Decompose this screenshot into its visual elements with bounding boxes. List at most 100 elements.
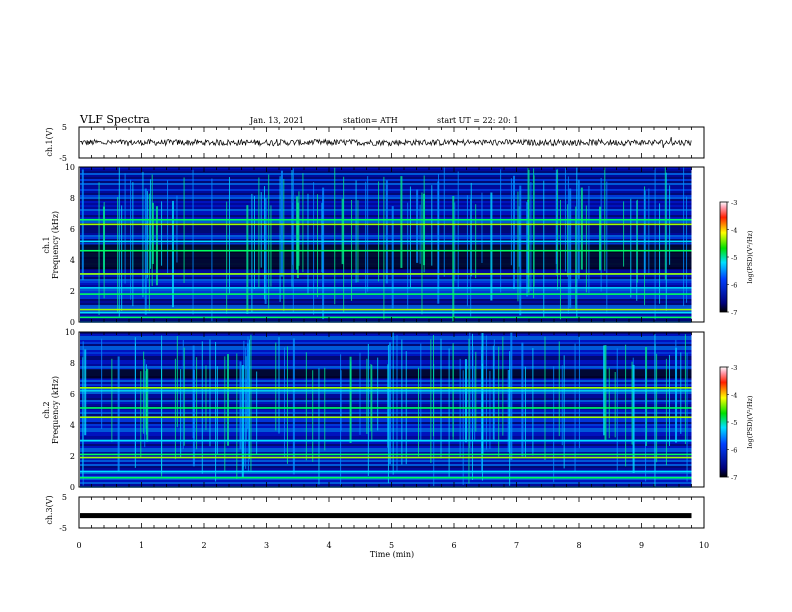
ch1-spectrogram-sferic xyxy=(643,190,646,275)
ch1-spectrogram-sferic xyxy=(585,205,587,293)
ch1-spectrogram-texture-row xyxy=(80,171,692,173)
ch2-spectrogram-texture-row xyxy=(80,400,692,402)
ch1-spectrogram-sferic xyxy=(258,177,260,288)
ch2-spectrogram-texture-row xyxy=(80,350,692,352)
ch1-spectrogram-texture-row xyxy=(80,183,692,185)
ch2-spectrogram-sferic xyxy=(340,370,342,431)
ch2-spectrogram-sferic xyxy=(117,356,120,472)
ch1-spectrogram-band xyxy=(80,249,692,252)
x-tick-label: 9 xyxy=(639,541,644,550)
ch2-spectrogram-sferic xyxy=(387,345,389,484)
ch2-spectrogram-sferic xyxy=(370,363,372,432)
ch1-spectrogram-texture-row xyxy=(80,295,692,297)
ch2-spectrogram-sferic xyxy=(524,366,526,457)
ch1-spectrogram-texture-row xyxy=(80,313,692,315)
x-tick-label: 3 xyxy=(264,541,269,550)
ch2-spectrogram-texture-row xyxy=(80,438,692,440)
ch1-waveform-ytick-label: -5 xyxy=(59,154,67,163)
ch2-spectrogram-texture-row xyxy=(80,364,692,366)
ch2-spectrogram-sferic xyxy=(608,367,610,439)
ch1-spectrogram-sferic xyxy=(577,179,580,279)
ch1-spectrogram-sferic xyxy=(580,187,583,270)
ch2-spectrogram-sferic xyxy=(632,364,635,473)
ch2-spectrogram-sferic xyxy=(145,370,147,429)
ch2-spectrogram-sferic xyxy=(401,339,403,465)
ch1-spectrogram-sferic xyxy=(176,195,178,263)
ch1-spectrogram-sferic xyxy=(526,202,529,297)
ch2-spectrogram-texture-row xyxy=(80,398,692,400)
ch2-spectrogram-sferic xyxy=(275,342,277,431)
ch2-spectrogram-sferic xyxy=(625,344,627,467)
ch2-spectrogram-texture-row xyxy=(80,406,692,408)
ch1-spectrogram-texture-row xyxy=(80,231,692,233)
ch3-waveform-ytick-label: 5 xyxy=(62,493,67,502)
ch2-spectrogram-band xyxy=(80,390,692,392)
ch2-spectrogram-ytick-label: 2 xyxy=(70,452,75,461)
x-tick-label: 10 xyxy=(699,541,709,550)
ch2-spectrogram-sferic xyxy=(440,338,442,459)
ch2-spectrogram-texture-row xyxy=(80,436,692,438)
ch1-spectrogram-sferic xyxy=(98,182,100,315)
ch1-spectrogram-sferic xyxy=(543,180,545,317)
ch1-spectrogram-sferic xyxy=(409,186,411,288)
ch2-spectrogram-texture-row xyxy=(80,478,692,480)
ch1-spectrogram-texture-row xyxy=(80,203,692,205)
ch2-spectrogram-texture-row xyxy=(80,340,692,342)
ch2-spectrogram-sferic xyxy=(226,354,229,446)
ch1-spectrogram-sferic xyxy=(144,188,147,315)
ch1-spectrogram-sferic xyxy=(437,181,440,304)
ch1-spectrogram-texture-row xyxy=(80,191,692,193)
ch1-spectrogram-sferic xyxy=(421,192,423,315)
ch2-spectrogram-sferic xyxy=(249,339,251,460)
ch2-spectrogram-sferic xyxy=(502,336,504,436)
ch2-spectrogram-sferic xyxy=(243,340,245,467)
ch1-spectrogram-texture-row xyxy=(80,237,692,239)
ch2-spectrogram-texture-row xyxy=(80,484,692,486)
ch2-spectrogram-texture-row xyxy=(80,430,692,432)
ch1-spectrogram-sferic xyxy=(341,198,344,265)
ch2-spectrogram-texture-row xyxy=(80,384,692,386)
ch1-spectrogram-sferic xyxy=(648,188,650,276)
ch2-spectrogram-sferic xyxy=(371,364,373,442)
ch2-spectrogram-sferic xyxy=(318,368,320,485)
ch2-spectrogram-texture-row xyxy=(80,354,692,356)
ch1-spectrogram-sferic xyxy=(518,206,520,267)
ch2-spectrogram-sferic xyxy=(388,342,391,465)
ch2-spectrogram-sferic xyxy=(417,367,419,457)
ch2-spectrogram-sferic xyxy=(563,355,565,469)
ch1-spectrogram-texture-row xyxy=(80,233,692,235)
x-tick-label: 7 xyxy=(514,541,519,550)
ch2-spectrogram-sferic xyxy=(448,348,450,477)
ch1-spectrogram-sferic xyxy=(457,171,459,290)
ch1-spectrogram-texture-row xyxy=(80,173,692,175)
ch2-spectrogram-sferic xyxy=(430,339,432,463)
ch2-spectrogram-ytick-label: 0 xyxy=(70,483,75,492)
ch2-spectrogram-sferic xyxy=(292,338,295,475)
ch2-spectrogram-sferic xyxy=(675,339,677,440)
ch1-spectrogram-sferic xyxy=(452,196,455,322)
ch2-spectrogram-sferic xyxy=(180,368,182,458)
ch2-spectrogram-sferic xyxy=(387,364,389,448)
ch1-spectrogram-sferic xyxy=(623,201,625,267)
ch2-spectrogram-sferic xyxy=(432,335,434,437)
ch2-spectrogram-sferic xyxy=(84,349,87,436)
ch2-spectrogram-sferic xyxy=(192,370,195,467)
ch2-spectrogram-texture-row xyxy=(80,342,692,344)
ch2-spectrogram-sferic xyxy=(377,357,379,431)
ch1-spectrogram-texture-row xyxy=(80,179,692,181)
ch2-spectrogram-sferic xyxy=(616,348,618,471)
ch2-spectrogram-band xyxy=(80,456,692,459)
ch1-spectrogram-sferic xyxy=(291,202,293,265)
ch1-spectrogram-band xyxy=(80,287,692,289)
ch1-spectrogram-ytick-label: 4 xyxy=(70,256,75,265)
ch1-spectrogram-sferic xyxy=(470,198,472,317)
ch2-spectrogram-texture-row xyxy=(80,418,692,420)
ch1-spectrogram-sferic xyxy=(575,206,577,309)
ch2-spectrogram-sferic xyxy=(215,341,217,482)
colorbar-tick-label: -4 xyxy=(731,227,737,235)
ch1-spectrogram-sferic xyxy=(317,194,319,298)
ch2-spectrogram-texture-row xyxy=(80,452,692,454)
ch2-spectrogram-texture-row xyxy=(80,460,692,462)
ch2-spectrogram-band xyxy=(80,476,692,479)
